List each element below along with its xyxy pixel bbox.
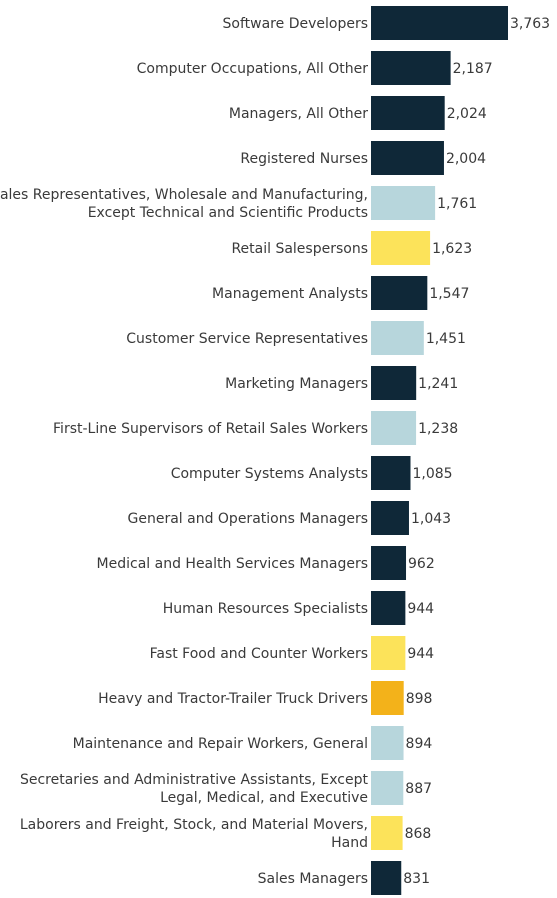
bar xyxy=(371,96,445,130)
value-label: 894 xyxy=(406,736,433,752)
bar xyxy=(371,861,402,895)
category-label: Heavy and Tractor-Trailer Truck Drivers xyxy=(98,691,368,707)
category-label: Fast Food and Counter Workers xyxy=(150,646,368,662)
category-label: Hand xyxy=(331,835,368,851)
category-label: Managers, All Other xyxy=(229,106,368,122)
category-label: Retail Salespersons xyxy=(231,241,368,257)
value-label: 1,043 xyxy=(411,511,451,527)
value-label: 1,547 xyxy=(429,286,469,302)
category-label: Computer Systems Analysts xyxy=(171,466,368,482)
value-label: 2,004 xyxy=(446,151,486,167)
category-label: Marketing Managers xyxy=(225,376,368,392)
bar xyxy=(371,141,444,175)
bar xyxy=(371,591,406,625)
value-label: 1,761 xyxy=(437,196,477,212)
value-label: 868 xyxy=(405,826,432,842)
category-label: Management Analysts xyxy=(212,286,368,302)
category-label: General and Operations Managers xyxy=(128,511,369,527)
category-label: Customer Service Representatives xyxy=(126,331,368,347)
bar xyxy=(371,771,404,805)
value-label: 887 xyxy=(405,781,432,797)
category-label: Software Developers xyxy=(223,16,368,32)
bar xyxy=(371,726,404,760)
category-label: First-Line Supervisors of Retail Sales W… xyxy=(53,421,368,437)
bar xyxy=(371,816,403,850)
category-label: Laborers and Freight, Stock, and Materia… xyxy=(20,817,368,833)
bar xyxy=(371,681,404,715)
value-label: 3,763 xyxy=(510,16,550,32)
bar xyxy=(371,366,417,400)
value-label: 944 xyxy=(407,601,434,617)
bar xyxy=(371,501,409,535)
value-label: 831 xyxy=(403,871,430,887)
value-label: 1,238 xyxy=(418,421,458,437)
bar xyxy=(371,411,417,445)
category-label: Except Technical and Scientific Products xyxy=(88,205,368,221)
bar xyxy=(371,321,424,355)
value-label: 1,451 xyxy=(426,331,466,347)
value-label: 1,241 xyxy=(418,376,458,392)
bar xyxy=(371,231,431,265)
bar xyxy=(371,276,428,310)
category-label: Medical and Health Services Managers xyxy=(97,556,368,572)
category-label: Sales Representatives, Wholesale and Man… xyxy=(0,187,368,203)
category-label: Sales Managers xyxy=(258,871,368,887)
bar xyxy=(371,636,406,670)
category-label: Secretaries and Administrative Assistant… xyxy=(20,772,369,788)
category-label: Registered Nurses xyxy=(240,151,368,167)
value-label: 962 xyxy=(408,556,435,572)
value-label: 1,085 xyxy=(413,466,453,482)
category-label: Maintenance and Repair Workers, General xyxy=(73,736,368,752)
bar xyxy=(371,6,508,40)
value-label: 944 xyxy=(407,646,434,662)
bar xyxy=(371,546,407,580)
value-label: 1,623 xyxy=(432,241,472,257)
value-label: 2,187 xyxy=(453,61,493,77)
bar xyxy=(371,456,411,490)
category-label: Legal, Medical, and Executive xyxy=(160,790,368,806)
bar xyxy=(371,186,436,220)
bar xyxy=(371,51,451,85)
category-label: Human Resources Specialists xyxy=(163,601,368,617)
value-label: 898 xyxy=(406,691,433,707)
value-label: 2,024 xyxy=(447,106,487,122)
category-label: Computer Occupations, All Other xyxy=(137,61,369,77)
